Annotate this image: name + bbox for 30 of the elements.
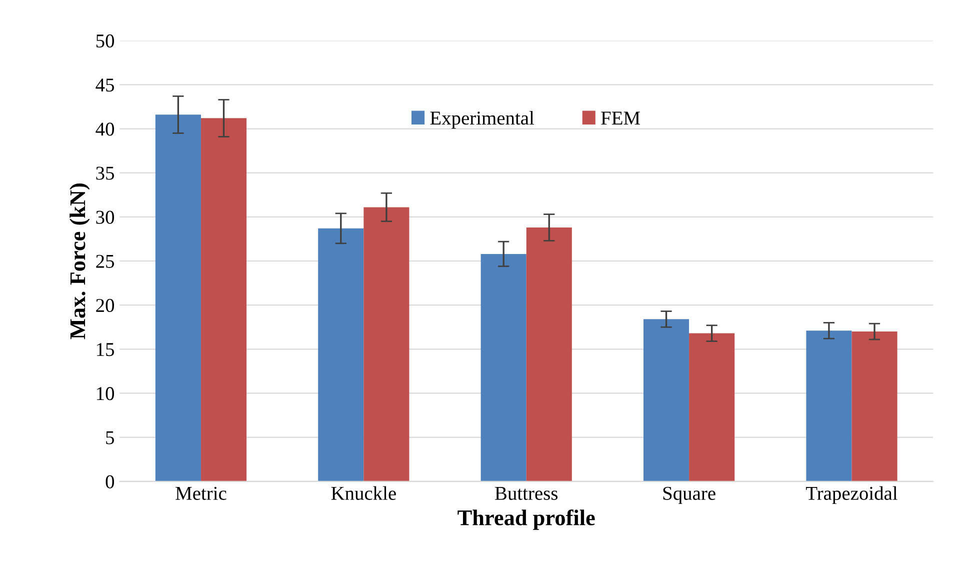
bar <box>480 254 526 482</box>
y-tick-label: 30 <box>96 210 114 224</box>
y-tick-label: 0 <box>106 475 114 488</box>
bar <box>155 114 201 482</box>
bar <box>806 330 852 482</box>
y-tick-label: 25 <box>96 254 114 268</box>
y-axis-title: Max. Force (kN) <box>70 184 90 340</box>
bar <box>200 118 247 482</box>
bar <box>852 332 898 482</box>
bar <box>526 228 572 482</box>
y-tick-label: 10 <box>97 387 114 400</box>
x-tick-label: Square <box>663 486 716 504</box>
y-tick-label: 45 <box>96 78 114 92</box>
y-tick-label: 20 <box>96 298 114 312</box>
bar <box>318 228 364 482</box>
y-tick-label: 15 <box>97 343 114 356</box>
y-tick-label: 50 <box>96 34 114 48</box>
x-tick-label: Knuckle <box>331 486 396 500</box>
y-tick-label: 35 <box>96 166 114 180</box>
x-tick-label: Metric <box>176 486 226 500</box>
legend-label: Experimental <box>430 110 534 129</box>
bar <box>364 207 410 482</box>
x-axis-title: Thread profile <box>458 509 595 530</box>
legend-label: FEM <box>601 112 640 124</box>
x-tick-label: Trapezoidal <box>806 486 898 504</box>
bar <box>689 333 735 482</box>
y-tick-label: 5 <box>106 431 114 444</box>
x-tick-label: Buttress <box>495 487 558 500</box>
y-tick-label: 40 <box>96 122 114 136</box>
bar <box>643 319 690 482</box>
